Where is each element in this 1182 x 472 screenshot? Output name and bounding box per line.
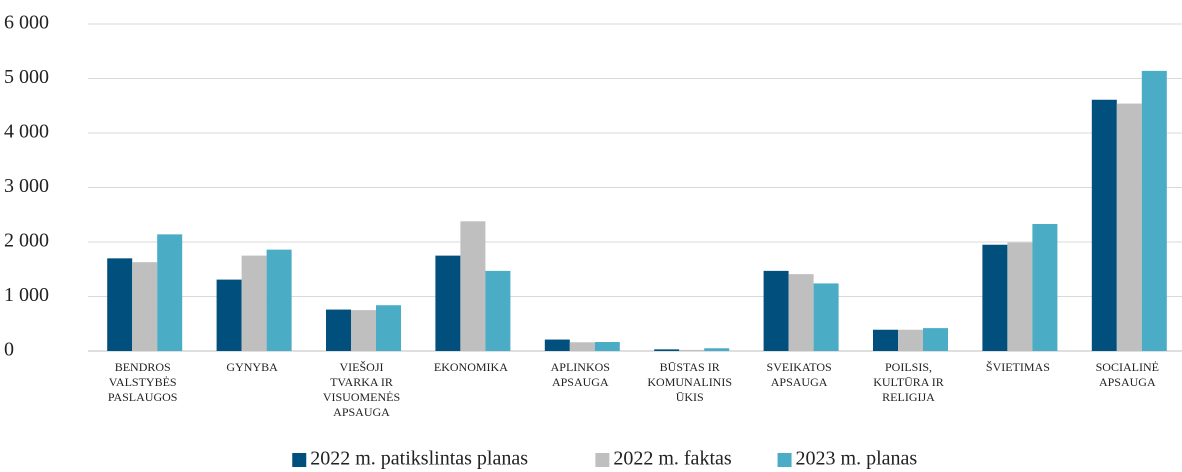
bar — [241, 255, 267, 351]
x-tick-label: SVEIKATOS APSAUGA — [767, 360, 832, 389]
x-tick-label: EKONOMIKA — [434, 360, 508, 374]
bar — [763, 270, 789, 351]
bar — [873, 329, 898, 351]
bar — [1141, 70, 1167, 352]
bar — [654, 349, 680, 351]
legend-swatch — [595, 453, 610, 467]
x-tick-label: APLINKOS APSAUGA — [551, 360, 610, 389]
bar — [107, 258, 133, 351]
x-tick-label: GYNYBA — [226, 360, 278, 374]
bar — [923, 328, 948, 351]
x-tick-label: POILSIS, KULTŪRA IR RELIGIJA — [873, 360, 944, 404]
x-tick-label: BŪSTAS IR KOMUNALINIS ŪKIS — [647, 360, 732, 404]
y-tick-label: 0 — [4, 339, 14, 361]
bar — [435, 255, 461, 351]
bar — [813, 283, 839, 351]
bar — [326, 309, 351, 351]
bar — [1116, 103, 1142, 351]
x-tick-label: SOCIALINĖ APSAUGA — [1096, 360, 1159, 389]
bar — [704, 348, 730, 351]
x-tick-label: BENDROS VALSTYBĖS PASLAUGOS — [108, 360, 178, 404]
y-tick-label: 1 000 — [4, 284, 49, 306]
x-tick-label: ŠVIETIMAS — [986, 360, 1050, 374]
bar — [1091, 99, 1117, 351]
bar — [1007, 242, 1033, 351]
y-tick-label: 5 000 — [4, 66, 49, 88]
legend-label: 2022 m. faktas — [613, 448, 732, 470]
bar — [460, 221, 486, 351]
bar — [485, 270, 511, 351]
bar — [594, 342, 620, 351]
legend-swatch — [292, 453, 307, 467]
y-tick-label: 6 000 — [4, 12, 49, 34]
y-tick-label: 4 000 — [4, 121, 49, 143]
bar — [898, 329, 923, 351]
bar — [679, 349, 705, 351]
bar — [544, 339, 570, 351]
bar — [157, 234, 183, 351]
bar — [569, 342, 595, 351]
bar — [376, 305, 401, 351]
bar — [132, 262, 158, 351]
legend-label: 2022 m. patikslintas planas — [310, 448, 528, 470]
legend-swatch — [777, 453, 792, 467]
x-tick-label: VIEŠOJI TVARKA IR VISUOMENĖS APSAUGA — [323, 360, 400, 419]
bar — [216, 279, 242, 351]
bar — [788, 274, 814, 351]
bar — [1032, 224, 1058, 351]
bar — [266, 249, 292, 351]
y-tick-label: 2 000 — [4, 230, 49, 252]
bar — [351, 310, 376, 351]
legend-label: 2023 m. planas — [796, 448, 918, 470]
y-tick-label: 3 000 — [4, 175, 49, 197]
bar — [982, 244, 1008, 351]
